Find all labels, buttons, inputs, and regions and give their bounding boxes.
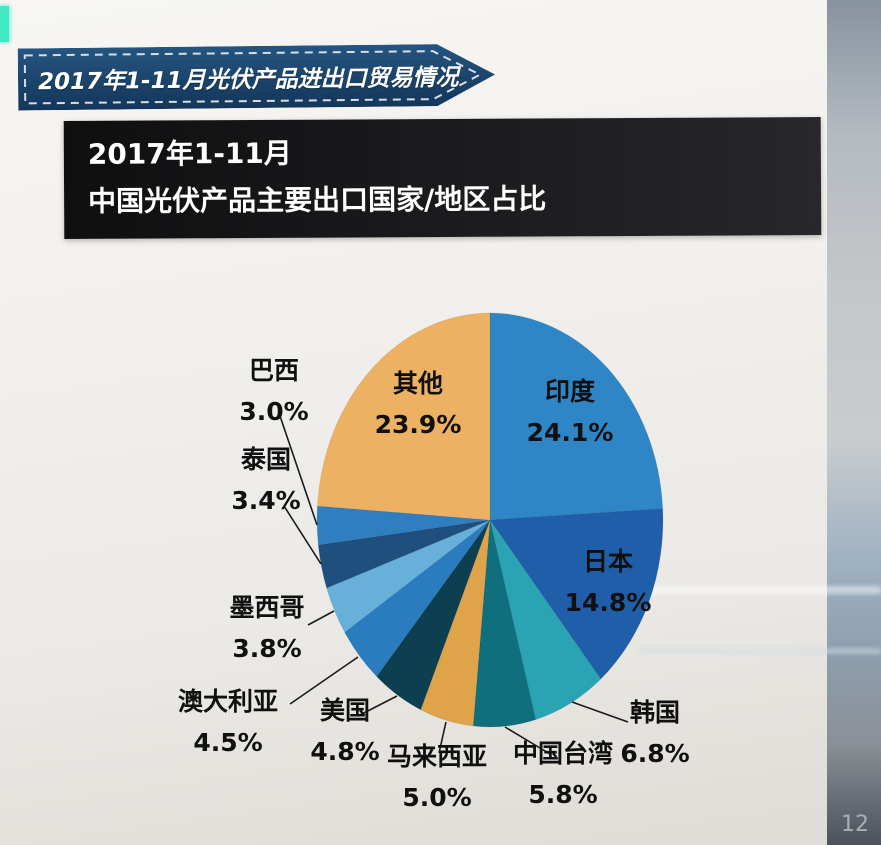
ribbon-shape	[17, 44, 495, 111]
pie-slice	[420, 519, 491, 727]
pie-slice	[376, 519, 491, 711]
photo-artifact-line	[640, 648, 881, 654]
title-ribbon: 2017年1-11月光伏产品进出口贸易情况	[17, 43, 497, 111]
leader-line	[307, 610, 335, 626]
pie-slice	[472, 519, 537, 728]
pie-slice	[317, 519, 491, 589]
leader-line	[504, 726, 551, 755]
pie-slice	[325, 519, 491, 634]
leader-line	[279, 415, 318, 526]
leader-line	[283, 505, 322, 565]
photo-artifact-line	[560, 586, 881, 594]
photo-screen-edge	[827, 0, 881, 845]
pie-slice	[316, 505, 491, 546]
page-number: 12	[841, 812, 869, 837]
pie-slice	[489, 312, 664, 521]
photo-artifact-corner	[0, 6, 9, 42]
pie-slice	[344, 519, 491, 678]
pie-slice	[489, 519, 602, 721]
leader-line	[571, 701, 629, 723]
leader-line	[438, 721, 447, 754]
pie-slice	[316, 312, 491, 521]
leader-line	[289, 656, 359, 705]
pie-slice	[489, 508, 664, 680]
leader-line	[357, 695, 398, 717]
